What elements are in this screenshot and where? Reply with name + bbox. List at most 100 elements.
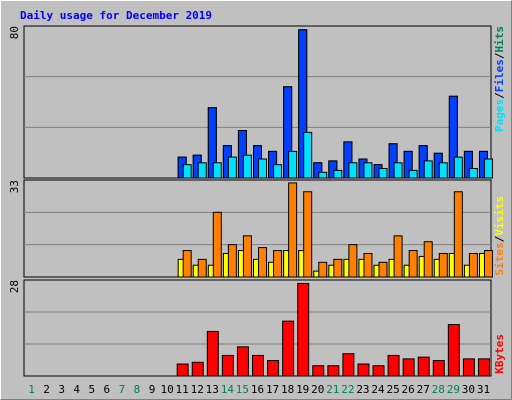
bar [207,107,217,179]
bar [423,241,433,278]
bar [438,252,448,278]
bar [388,143,398,179]
legend: Pages/Files/Hits [493,26,506,132]
x-tick-label: 5 [88,383,95,396]
x-tick-label: 15 [236,383,249,396]
bar [448,95,458,179]
x-tick-label: 19 [296,383,309,396]
x-tick-label: 1 [28,383,35,396]
bar [348,162,358,179]
x-tick-label: 16 [251,383,264,396]
bar [242,235,252,278]
bar [393,162,403,179]
x-tick-label: 10 [160,383,173,396]
bar [298,29,308,179]
x-tick-label: 20 [311,383,324,396]
bar [483,250,493,278]
bar [343,141,353,179]
bar [393,235,403,278]
bar [236,346,249,377]
bar [378,261,388,278]
x-tick-label: 3 [58,383,65,396]
bar [447,324,460,377]
bar [342,353,355,377]
bar [318,171,328,179]
legend-entry: Sites [493,242,506,275]
bar [387,354,400,377]
bar [267,360,280,377]
bar [227,156,237,179]
bar [403,150,413,179]
bar [348,244,358,278]
bar [227,244,237,278]
legend-entry: Visits [493,196,506,236]
bar [462,358,475,377]
bar [212,211,222,278]
x-tick-label: 22 [341,383,354,396]
x-tick-label: 21 [326,383,339,396]
bar [468,168,478,179]
x-tick-label: 4 [73,383,80,396]
x-tick-label: 9 [149,383,156,396]
x-tick-label: 12 [191,383,204,396]
bar [252,354,264,377]
bar [363,162,373,179]
bar [258,247,267,278]
bar [242,154,252,179]
bar [283,86,293,179]
bar [327,365,340,377]
x-tick-label: 28 [432,383,445,396]
bar [357,363,370,377]
bar [318,261,328,278]
x-tick-label: 29 [447,383,460,396]
x-tick-label: 17 [266,383,279,396]
x-tick-label: 27 [417,383,430,396]
bar [297,282,310,377]
legend-entry: Files [493,59,506,92]
x-tick-label: 30 [462,383,475,396]
bar [206,330,219,377]
bar [303,191,313,278]
x-tick-label: 26 [402,383,415,396]
bar [468,252,478,278]
bar [333,169,343,179]
bar [288,182,298,278]
bar [453,156,463,179]
x-tick-label: 14 [221,383,235,396]
bar [182,164,192,179]
bar [313,162,323,179]
bar [408,169,418,179]
x-tick-label: 11 [176,383,189,396]
legend-separator: / [493,52,506,59]
x-tick-label: 8 [134,383,141,396]
x-tick-label: 23 [356,383,369,396]
y-tick-label: 80 [8,26,21,39]
legend-separator: / [493,235,506,242]
bar [328,160,338,179]
bar [288,150,298,179]
bar [176,363,189,377]
bar [191,361,204,377]
bar [273,164,283,179]
y-tick-label: 33 [8,180,21,193]
legend-entry: KBytes [493,334,506,374]
bar [197,258,207,278]
bar [303,131,313,179]
bar [432,360,445,377]
bar [483,158,493,179]
x-tick-label: 7 [119,383,126,396]
bar [417,356,430,377]
bar [372,365,385,377]
x-tick-label: 6 [104,383,111,396]
legend: Sites/Visits [493,196,506,276]
x-tick-label: 13 [206,383,219,396]
x-tick-label: 18 [281,383,294,396]
bar [363,252,373,278]
bar [273,250,283,278]
chart-title: Daily usage for December 2019 [20,9,212,22]
legend-entry: Hits [493,26,506,53]
bar [182,250,192,278]
y-tick-label: 28 [8,280,21,293]
